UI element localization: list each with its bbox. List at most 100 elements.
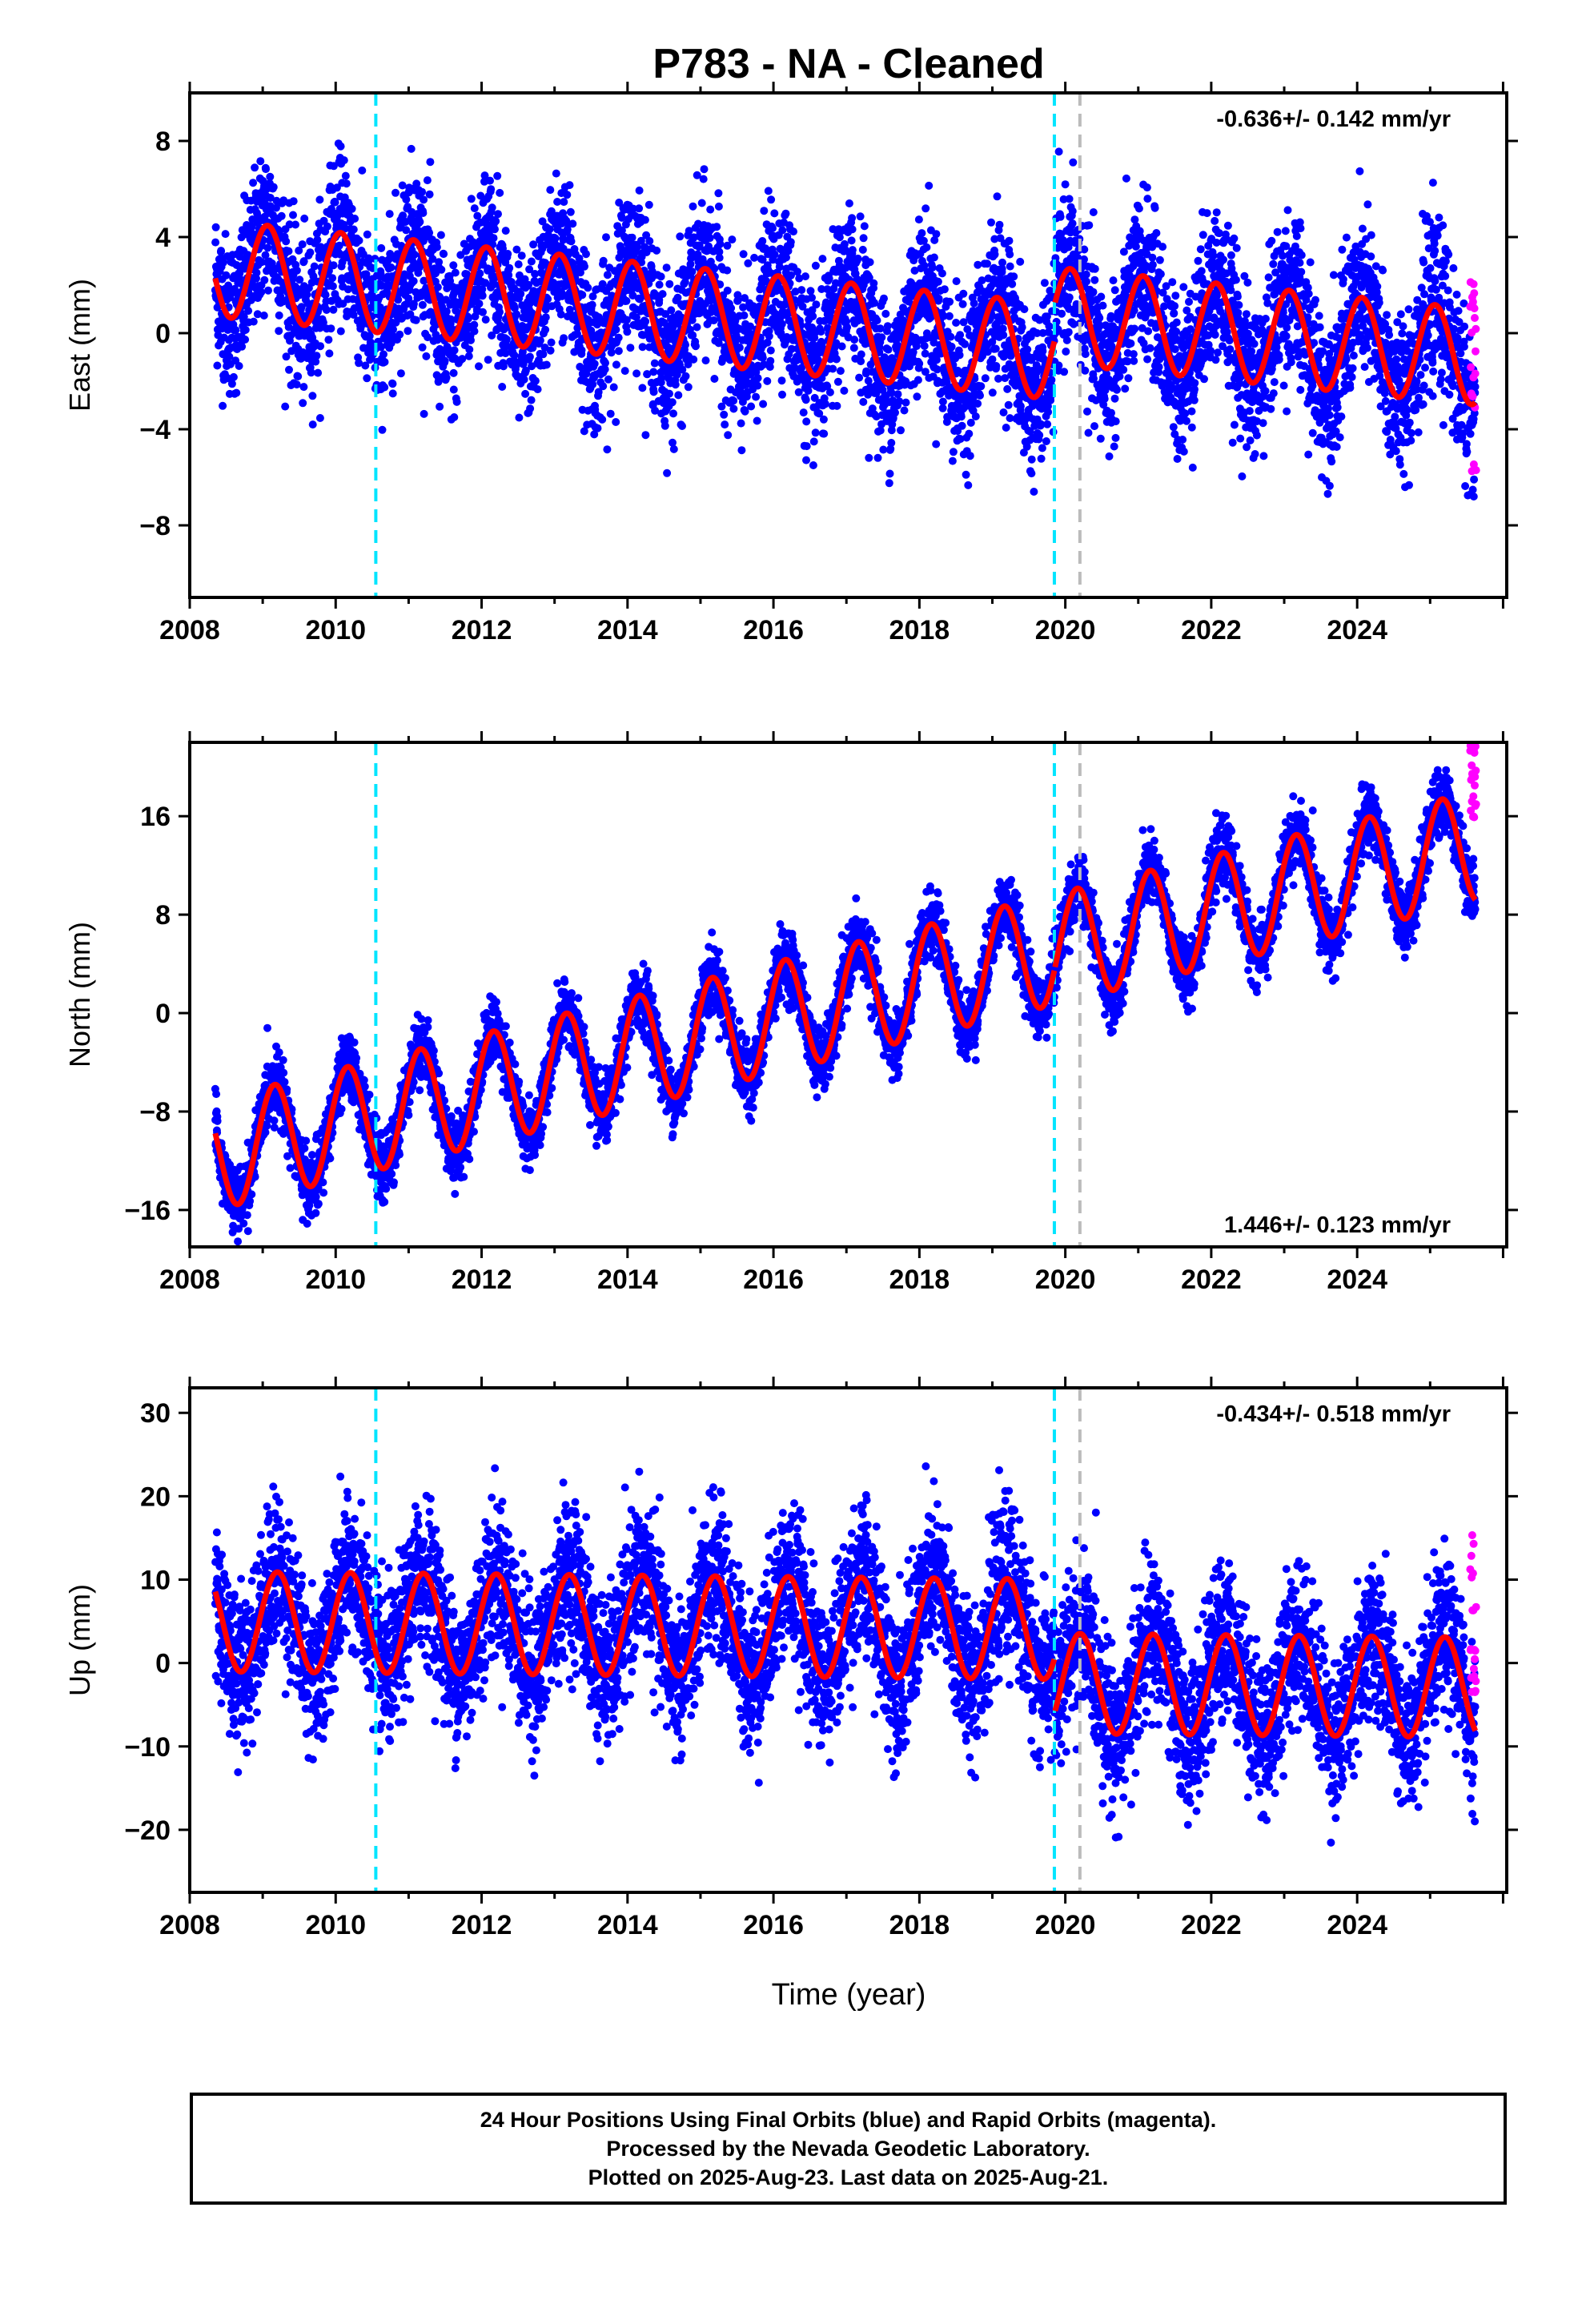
data-point: [385, 210, 394, 219]
data-point: [272, 203, 280, 212]
data-point: [797, 364, 805, 372]
data-point: [1020, 305, 1029, 314]
data-point: [475, 362, 483, 371]
data-point: [425, 228, 434, 237]
data-point: [930, 338, 938, 347]
data-point: [601, 359, 609, 368]
data-point: [693, 250, 702, 259]
data-point: [339, 156, 348, 165]
data-point: [289, 211, 297, 219]
data-point: [957, 412, 966, 421]
data-point: [799, 408, 808, 417]
data-point: [1003, 384, 1012, 393]
data-point: [387, 263, 396, 271]
data-point: [661, 421, 669, 430]
data-point: [995, 220, 1004, 229]
data-point: [224, 281, 233, 290]
data-point: [983, 348, 992, 356]
data-point: [999, 331, 1008, 340]
data-point: [1170, 345, 1179, 354]
data-point: [480, 171, 489, 180]
data-point: [862, 367, 871, 376]
data-point: [424, 333, 432, 342]
data-point: [793, 267, 801, 276]
data-point: [651, 406, 660, 415]
data-point: [716, 239, 725, 248]
data-point: [649, 368, 658, 376]
data-point: [753, 374, 762, 383]
data-point: [1062, 336, 1071, 344]
data-point: [802, 456, 810, 464]
data-point: [498, 383, 507, 391]
data-point: [269, 183, 278, 191]
data-point: [256, 157, 265, 166]
data-point: [1089, 287, 1098, 296]
data-point: [934, 294, 943, 303]
data-point: [1084, 428, 1093, 437]
data-point: [593, 424, 602, 432]
data-point: [848, 225, 857, 234]
data-point: [545, 225, 554, 234]
data-point: [632, 369, 641, 378]
data-point: [221, 230, 230, 239]
data-point: [606, 409, 615, 418]
data-point: [812, 300, 821, 309]
data-point: [766, 356, 775, 365]
data-point: [391, 188, 400, 197]
data-point: [442, 307, 451, 316]
data-point: [452, 397, 461, 406]
data-point: [710, 375, 719, 383]
data-point: [479, 308, 487, 316]
data-point: [641, 431, 650, 440]
data-point: [211, 223, 220, 231]
data-point: [600, 365, 609, 374]
data-point: [1143, 355, 1152, 364]
data-point: [604, 375, 612, 384]
data-point: [956, 331, 965, 340]
data-point: [261, 251, 270, 259]
data-point: [1173, 455, 1182, 463]
data-point: [791, 287, 800, 296]
data-point: [515, 413, 524, 422]
data-point: [966, 452, 974, 460]
data-point: [423, 176, 432, 185]
data-point: [778, 226, 787, 235]
data-point: [1082, 277, 1090, 286]
data-point: [1097, 292, 1106, 301]
data-point: [794, 388, 803, 396]
data-point: [551, 234, 560, 243]
data-point: [1188, 463, 1197, 472]
data-point: [476, 269, 484, 278]
data-point: [520, 275, 529, 283]
data-point: [684, 383, 693, 392]
data-point: [292, 380, 301, 389]
data-point: [544, 295, 552, 304]
data-point: [795, 274, 804, 283]
data-point: [873, 316, 881, 325]
data-point: [501, 227, 510, 235]
data-point: [314, 368, 323, 377]
data-point: [440, 356, 449, 365]
data-point: [928, 263, 937, 272]
data-point: [612, 418, 620, 426]
data-point: [1061, 180, 1070, 189]
data-point: [741, 294, 749, 303]
data-point: [668, 398, 677, 407]
data-point: [635, 204, 644, 213]
data-point: [1068, 207, 1077, 215]
data-point: [810, 393, 819, 402]
data-point: [231, 326, 240, 335]
data-point: [860, 222, 869, 231]
data-point: [641, 317, 650, 326]
data-point: [536, 336, 544, 345]
data-point: [886, 444, 895, 453]
data-point: [1142, 183, 1151, 192]
data-point: [1038, 347, 1047, 356]
data-point: [1168, 278, 1177, 287]
data-point: [1008, 279, 1017, 288]
data-point: [1179, 283, 1188, 292]
data-point: [252, 268, 261, 277]
plot-area-east: [211, 93, 1480, 597]
data-point: [211, 238, 220, 247]
data-point: [588, 380, 597, 388]
